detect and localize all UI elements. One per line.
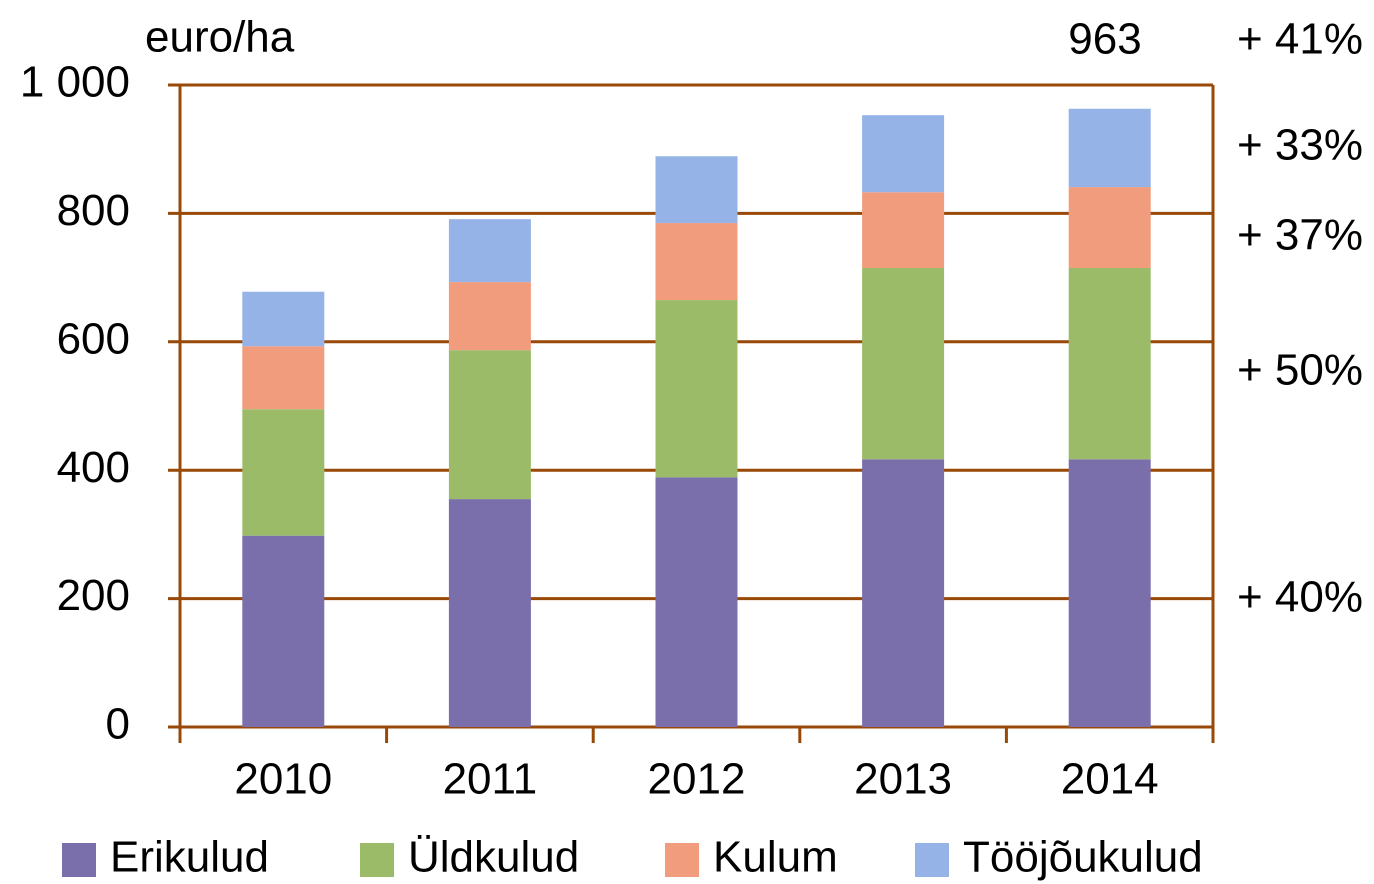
- annotation: + 41%: [1237, 15, 1363, 64]
- bar-segment: [862, 115, 945, 193]
- bar-segment: [655, 156, 738, 224]
- legend-swatch: [62, 843, 96, 877]
- x-tick-label: 2010: [234, 755, 332, 804]
- bar-segment: [448, 499, 531, 727]
- y-axis-label: euro/ha: [145, 13, 295, 62]
- bar-segment: [242, 346, 325, 410]
- x-tick-label: 2012: [648, 755, 746, 804]
- annotation: + 37%: [1237, 211, 1363, 260]
- x-tick-label: 2014: [1061, 755, 1159, 804]
- bar-segment: [1068, 108, 1151, 188]
- x-tick-label: 2011: [443, 755, 538, 804]
- annotation: + 40%: [1237, 573, 1363, 622]
- bar-segment: [242, 291, 325, 347]
- legend-label: Tööjõukulud: [963, 833, 1203, 882]
- bar-segment: [448, 219, 531, 283]
- y-tick-label: 600: [57, 314, 130, 363]
- bar-segment: [655, 223, 738, 301]
- y-tick-label: 800: [57, 186, 130, 235]
- bar-segment: [1068, 187, 1151, 268]
- legend-label: Kulum: [713, 833, 838, 882]
- annotation: + 50%: [1237, 346, 1363, 395]
- bar-segment: [862, 459, 945, 727]
- bar-segment: [448, 350, 531, 500]
- bar-segment: [655, 477, 738, 727]
- y-tick-label: 0: [106, 700, 130, 749]
- legend-label: Erikulud: [110, 833, 269, 882]
- bar-segment: [242, 409, 325, 536]
- bar-segment: [1068, 267, 1151, 460]
- y-tick-label: 200: [57, 571, 130, 620]
- bar-segment: [655, 300, 738, 478]
- bar-segment: [1068, 459, 1151, 727]
- bar-segment: [862, 192, 945, 268]
- y-tick-label: 1 000: [20, 58, 130, 107]
- legend-label: Üldkulud: [408, 833, 579, 882]
- annotation: + 33%: [1237, 121, 1363, 170]
- x-tick-label: 2013: [854, 755, 952, 804]
- legend-swatch: [665, 843, 699, 877]
- annotation: 963: [1068, 15, 1141, 64]
- legend-swatch: [360, 843, 394, 877]
- bar-segment: [862, 267, 945, 460]
- bar-segment: [242, 535, 325, 727]
- y-tick-label: 400: [57, 443, 130, 492]
- legend-swatch: [915, 843, 949, 877]
- bar-segment: [448, 282, 531, 351]
